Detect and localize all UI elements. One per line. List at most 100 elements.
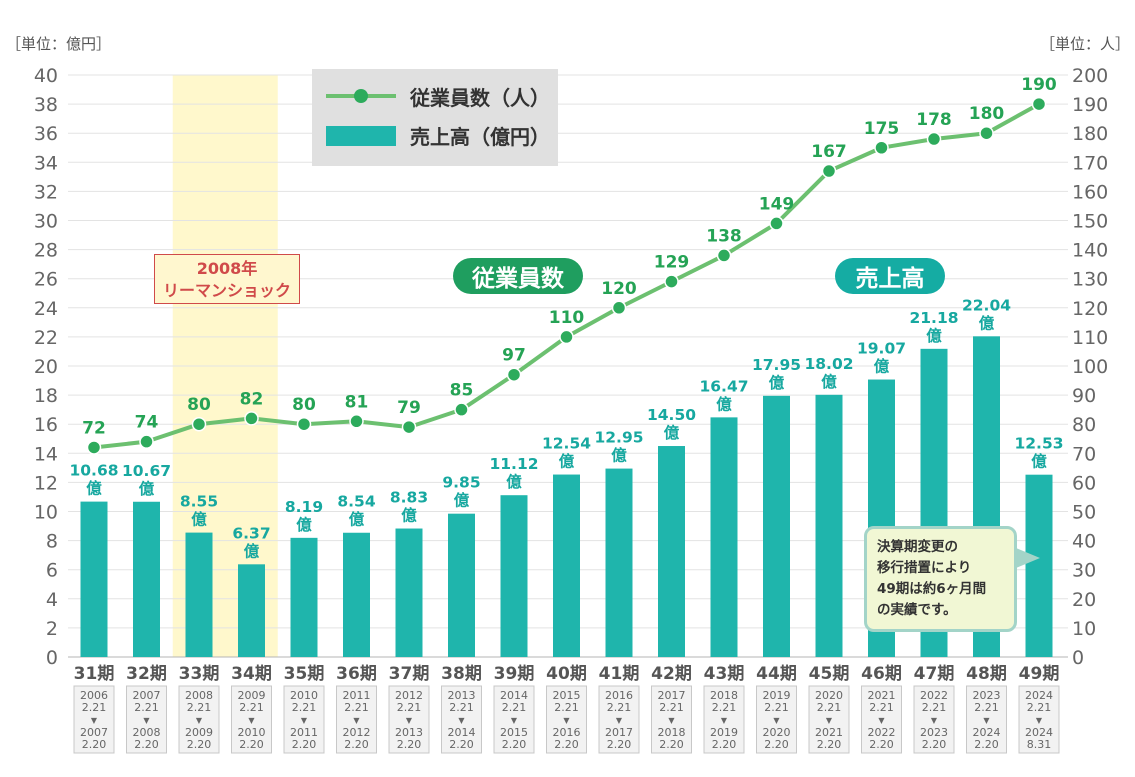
period-text: 2.21 [712,701,737,714]
legend-sales-label: 売上高（億円） [410,125,550,149]
period-text: 2011 [290,726,318,739]
sales-bar [185,532,213,657]
note-line-1: 決算期変更の [877,539,958,555]
period-text: 2015 [553,689,581,702]
category-label: 41期 [599,664,640,684]
sales-unit-label: 億 [769,373,785,392]
period-text: 2.20 [764,738,789,751]
left-unit-label: ［単位：億円］ [6,35,111,53]
sales-bar [395,528,423,657]
period-text: 2013 [448,689,476,702]
employees-point [874,140,889,155]
period-arrow: ▼ [196,716,203,725]
period-arrow: ▼ [931,716,938,725]
employees-point [139,434,154,449]
sales-value-label: 19.07 [857,340,906,358]
legend-item-sales: 売上高（億円） [326,121,550,150]
employees-value-label: 110 [549,308,585,328]
sales-bar [553,474,580,657]
period-box [283,685,325,754]
sales-unit-label: 億 [86,479,102,498]
period-text: 2019 [763,689,791,702]
legend-bar-swatch [326,125,396,146]
period-text: 2.20 [397,738,422,751]
right-tick-label: 190 [1072,94,1108,116]
period-text: 2019 [710,726,738,739]
period-text: 2014 [500,689,528,702]
category-label: 31期 [74,664,115,684]
period-text: 2.20 [239,738,264,751]
period-box [1018,685,1060,754]
fiscal-change-note: 決算期変更の 移行措置により 49期は約6ヶ月間 の実績です。 [864,526,1017,632]
sales-unit-label: 億 [559,452,575,471]
period-box [703,685,745,754]
employees-value-label: 167 [811,142,847,162]
period-text: 2020 [815,689,843,702]
period-arrow: ▼ [301,716,308,725]
sales-bar [238,564,265,657]
period-text: 2.21 [607,701,632,714]
sales-value-label: 17.95 [752,356,801,374]
employees-point [86,440,102,455]
category-label: 36期 [336,664,377,684]
period-arrow: ▼ [91,716,98,725]
employees-point [611,300,627,316]
category-label: 46期 [861,664,902,684]
sales-bar [815,394,843,657]
employees-value-label: 190 [1021,75,1057,95]
sales-bar [343,532,370,657]
period-text: 2007 [133,689,161,702]
right-tick-label: 30 [1072,560,1096,582]
sales-value-label: 8.55 [180,493,218,511]
period-text: 2012 [343,726,371,739]
sales-unit-label: 億 [506,472,522,491]
left-tick-label: 32 [34,181,58,203]
employees-point [454,402,469,417]
legend: 従業員数（人） 売上高（億円） [312,69,558,166]
sales-bar [658,446,685,657]
right-tick-label: 20 [1072,589,1096,611]
period-text: 2009 [238,689,266,702]
right-tick-label: 120 [1072,298,1108,320]
sales-unit-label: 億 [664,423,680,442]
employees-point [349,414,364,429]
period-text: 2.20 [134,738,159,751]
period-text: 2013 [395,726,423,739]
period-arrow: ▼ [773,716,780,725]
period-text: 2009 [185,726,213,739]
right-tick-label: 50 [1072,502,1096,524]
sales-unit-label: 億 [191,510,207,529]
sales-bar [710,417,738,657]
period-text: 8.31 [1027,738,1052,751]
employees-value-label: 85 [450,381,474,401]
period-text: 2008 [133,726,161,739]
right-tick-label: 130 [1072,269,1108,291]
right-tick-label: 60 [1072,472,1096,494]
category-label: 45期 [809,664,850,684]
sales-unit-label: 億 [139,479,155,498]
period-box [493,685,535,754]
employees-value-label: 80 [292,395,316,415]
period-box [651,685,692,754]
category-label: 33期 [179,664,220,684]
right-tick-label: 140 [1072,240,1108,262]
period-text: 2.20 [712,738,737,751]
period-box [966,685,1007,754]
period-text: 2017 [658,689,686,702]
left-tick-label: 4 [46,589,58,611]
left-tick-label: 38 [34,94,58,116]
period-text: 2.20 [292,738,317,751]
employees-point [979,125,994,141]
employees-point [769,216,784,231]
sales-value-label: 8.54 [337,493,375,511]
category-label: 44期 [756,664,797,684]
left-tick-label: 22 [34,327,58,349]
sales-unit-label: 億 [874,357,890,376]
period-arrow: ▼ [878,716,885,725]
period-text: 2.21 [292,701,317,714]
employees-value-label: 180 [969,104,1005,124]
period-text: 2020 [763,726,791,739]
period-text: 2.20 [659,738,684,751]
period-text: 2.21 [1027,701,1052,714]
